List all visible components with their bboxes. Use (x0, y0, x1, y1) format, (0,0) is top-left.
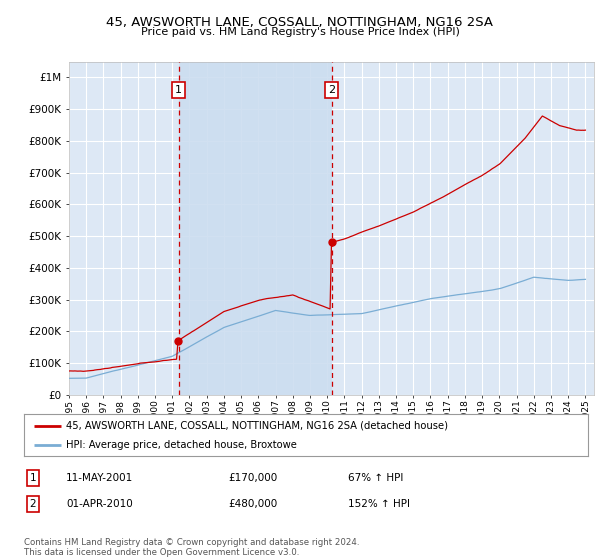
Text: Price paid vs. HM Land Registry's House Price Index (HPI): Price paid vs. HM Land Registry's House … (140, 27, 460, 37)
Text: 2: 2 (328, 85, 335, 95)
Text: HPI: Average price, detached house, Broxtowe: HPI: Average price, detached house, Brox… (66, 440, 297, 450)
Text: 67% ↑ HPI: 67% ↑ HPI (348, 473, 403, 483)
Text: 2: 2 (29, 499, 37, 509)
Text: 01-APR-2010: 01-APR-2010 (66, 499, 133, 509)
Text: 45, AWSWORTH LANE, COSSALL, NOTTINGHAM, NG16 2SA (detached house): 45, AWSWORTH LANE, COSSALL, NOTTINGHAM, … (66, 421, 448, 431)
Bar (179, 62, 332, 395)
Text: 1: 1 (29, 473, 37, 483)
Text: £480,000: £480,000 (228, 499, 277, 509)
Text: 152% ↑ HPI: 152% ↑ HPI (348, 499, 410, 509)
Text: 45, AWSWORTH LANE, COSSALL, NOTTINGHAM, NG16 2SA: 45, AWSWORTH LANE, COSSALL, NOTTINGHAM, … (107, 16, 493, 29)
Text: £170,000: £170,000 (228, 473, 277, 483)
Text: 1: 1 (175, 85, 182, 95)
Text: Contains HM Land Registry data © Crown copyright and database right 2024.
This d: Contains HM Land Registry data © Crown c… (24, 538, 359, 557)
Text: 11-MAY-2001: 11-MAY-2001 (66, 473, 133, 483)
